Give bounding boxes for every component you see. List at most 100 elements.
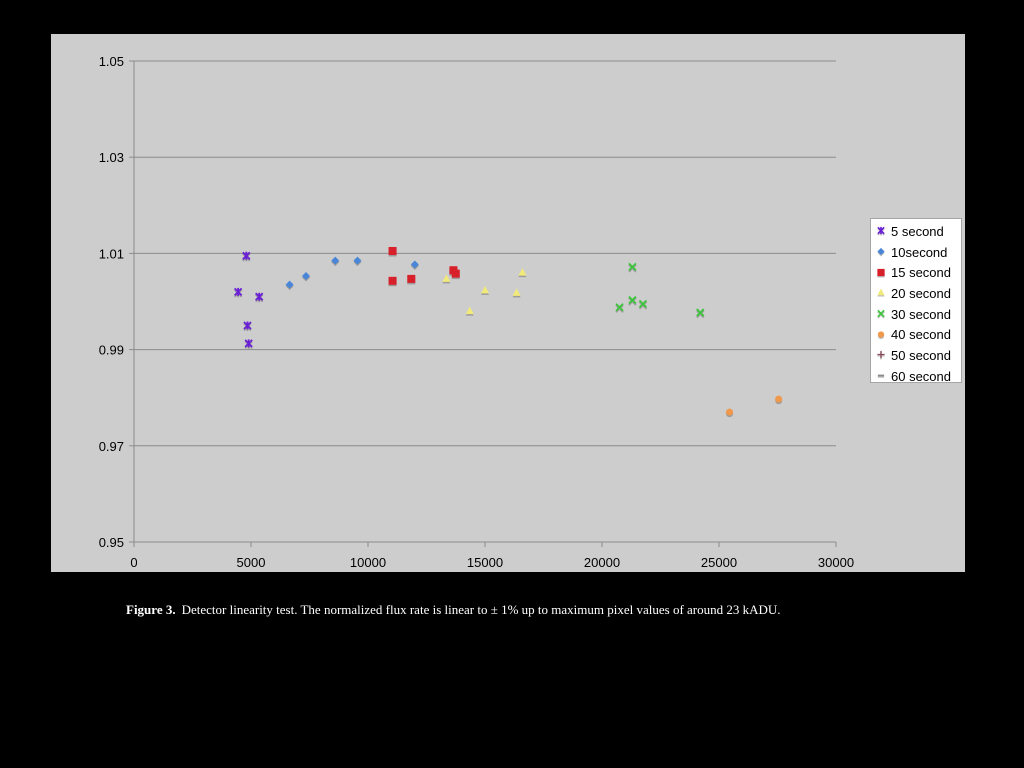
data-point [410, 260, 419, 270]
legend-marker-shape [877, 351, 885, 360]
data-point [615, 303, 624, 313]
marker-shape [877, 331, 885, 338]
marker-shadow [638, 301, 648, 310]
legend-marker [876, 308, 885, 320]
caption-text: Detector linearity test. The normalized … [181, 602, 781, 617]
data-point [726, 408, 734, 418]
marker-shape [244, 339, 253, 348]
legend-marker-shape [877, 331, 885, 339]
legend-marker-shape [877, 374, 885, 378]
legend-item: 15 second [871, 262, 961, 283]
y-tick-label: 0.95 [99, 535, 124, 550]
marker-shape [877, 227, 885, 235]
data-point [331, 256, 340, 267]
legend-marker-icon [877, 288, 885, 297]
legend-marker [876, 287, 885, 299]
data-point [481, 285, 489, 295]
legend-marker-icon [877, 374, 885, 378]
marker-shape [877, 268, 885, 276]
x-tick-label: 25000 [701, 555, 737, 570]
marker-shape [726, 408, 734, 416]
legend-marker-icon [877, 351, 885, 360]
x-tick-label: 20000 [584, 555, 620, 570]
data-point [465, 306, 474, 316]
legend-item: 40 second [871, 324, 961, 345]
data-point [407, 274, 416, 285]
legend-item: 30 second [871, 304, 961, 325]
legend-label: 15 second [891, 265, 951, 281]
data-point [255, 292, 264, 303]
caption-label: Figure 3. [126, 602, 176, 617]
legend: 5 second 10second 15 second 20 second 30 sec… [870, 218, 962, 384]
data-point [353, 256, 362, 267]
legend-marker [876, 329, 885, 341]
chart-panel: 0.95 0.97 0.99 1.01 1.03 1.05 0 5000 10000 15000 2… [51, 34, 965, 572]
marker-shape [877, 288, 885, 296]
legend-marker-icon [877, 309, 885, 319]
marker-shadow [696, 309, 705, 319]
legend-item: 20 second [871, 283, 961, 304]
legend-marker [876, 349, 885, 361]
data-point [242, 251, 251, 262]
legend-item: 50 second [871, 345, 961, 366]
marker-shape [775, 395, 783, 403]
y-tick-label: 1.05 [99, 54, 124, 69]
data-point [233, 287, 243, 298]
marker-shadow [628, 264, 637, 273]
marker-shape [628, 264, 637, 273]
marker-shape [628, 297, 637, 306]
marker-shape [518, 268, 527, 276]
series-15-second [388, 246, 460, 287]
data-point [442, 274, 451, 284]
legend-marker-shape [877, 268, 885, 278]
marker-shadow [615, 304, 624, 313]
data-point [301, 272, 310, 282]
x-tick-label: 10000 [350, 555, 386, 570]
marker-shape [512, 288, 521, 296]
marker-shape [696, 308, 705, 317]
x-tick-label: 0 [130, 555, 137, 570]
marker-shape [410, 260, 419, 269]
marker-shape [242, 251, 251, 260]
legend-marker-icon [877, 331, 885, 339]
legend-marker-shape [877, 288, 885, 297]
marker-shape [877, 247, 885, 256]
marker-shape [877, 351, 885, 359]
data-point [244, 339, 253, 349]
marker-shape [301, 272, 310, 281]
marker-shape [331, 256, 340, 265]
marker-shape [638, 301, 648, 310]
x-tick-label: 30000 [818, 555, 854, 570]
legend-label: 40 second [891, 327, 951, 343]
marker-shape [628, 262, 637, 272]
data-point [388, 246, 397, 257]
marker-shape [442, 274, 451, 282]
marker-shape [638, 299, 648, 309]
series-20-second [442, 268, 527, 316]
x-tick-label: 5000 [237, 555, 266, 570]
marker-shape [696, 309, 705, 319]
figure-caption: Figure 3. Detector linearity test. The no… [126, 602, 986, 618]
legend-item: 60 second [871, 366, 961, 387]
y-tick-label: 1.01 [99, 246, 124, 261]
legend-label: 10second [891, 244, 948, 260]
marker-shadow [628, 297, 637, 306]
data-point [512, 288, 521, 298]
marker-shape [451, 269, 460, 278]
legend-item: 10second [871, 242, 961, 263]
legend-label: 20 second [891, 285, 951, 301]
legend-marker [876, 370, 885, 382]
data-point [518, 268, 527, 278]
data-point [628, 262, 637, 273]
marker-shape [353, 256, 362, 265]
marker-shape [615, 304, 624, 313]
marker-shape [243, 321, 252, 330]
marker-shape [481, 285, 489, 294]
marker-shape [877, 311, 885, 319]
data-point [243, 321, 252, 332]
legend-marker-icon [877, 247, 885, 257]
data-point [638, 299, 648, 310]
legend-label: 50 second [891, 347, 951, 363]
marker-shadow [877, 311, 885, 319]
marker-shape [407, 274, 416, 283]
